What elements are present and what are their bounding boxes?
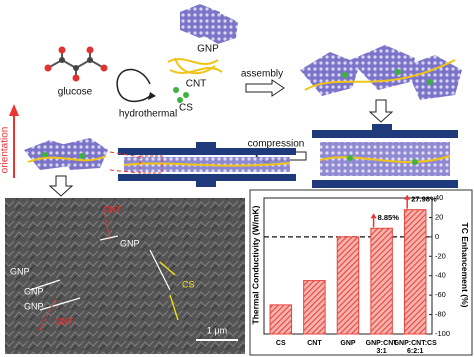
x-tick-label: GNP	[340, 340, 356, 347]
gnp-icon	[180, 4, 238, 44]
sem-label: GNP	[10, 266, 30, 276]
y2-tick-label: 0	[435, 232, 439, 241]
y2-axis-label: TC Enhancement (%)	[460, 222, 470, 307]
y2-tick-label: -60	[435, 290, 446, 299]
compression-plates-left	[118, 142, 296, 187]
sem-label: CNT	[103, 204, 122, 214]
sem-label: CNT	[55, 316, 74, 326]
arrow-head	[9, 104, 19, 116]
value-label: 27.98%	[411, 195, 437, 204]
scale-bar-label: 1 μm	[207, 325, 227, 335]
x-tick-label: 6:2:1	[407, 348, 423, 355]
sem-label: GNP	[24, 286, 44, 296]
assembly-label: assembly	[241, 69, 283, 80]
down-arrow	[368, 99, 394, 123]
y2-tick-label: -100	[435, 329, 450, 338]
y2-tick-label: -80	[435, 310, 446, 319]
hydrothermal-arrow	[116, 68, 151, 103]
bar	[269, 304, 293, 335]
bar	[370, 227, 393, 335]
value-label: 8.85%	[378, 213, 400, 222]
glucose-molecule	[44, 46, 108, 82]
oriented-structure	[24, 138, 108, 170]
compression-plates-right	[312, 124, 458, 188]
x-tick-label: 3:1	[377, 348, 387, 355]
arrow-head	[370, 213, 377, 219]
cs-icon	[173, 87, 189, 103]
cnt-icon	[167, 57, 223, 75]
glucose-label: glucose	[58, 87, 93, 98]
sem-label: GNP	[120, 238, 140, 248]
y2-tick-label: -40	[435, 271, 446, 280]
sem-image: CNT GNP GNP GNP GNP CNT CS 1 μm	[5, 198, 245, 354]
zoom-lines	[109, 151, 141, 174]
x-tick-label: CNT	[307, 340, 322, 347]
cs-label: CS	[179, 103, 193, 114]
arrow-head	[148, 92, 156, 100]
bar	[403, 209, 427, 335]
x-tick-label: CS	[276, 340, 286, 347]
compression-label: compression	[248, 139, 305, 150]
assembled-structure	[300, 45, 462, 100]
arrow-head	[404, 194, 411, 200]
bar	[336, 236, 360, 335]
sem-label: GNP	[24, 301, 44, 311]
hydrothermal-label: hydrothermal	[119, 109, 177, 120]
y2-tick-label: 40	[435, 193, 443, 202]
x-tick-label: GNP:CNT	[366, 340, 399, 347]
down-arrow	[48, 175, 74, 197]
y-axis-label: Thermal Conductivity (W/mK)	[250, 205, 260, 324]
sem-label: CS	[182, 279, 195, 289]
chart: Thermal Conductivity (W/mK) TC Enhanceme…	[250, 205, 470, 324]
y2-tick-label: 20	[435, 212, 443, 221]
assembly-arrow	[245, 79, 285, 97]
bar	[303, 280, 326, 335]
gnp-label: GNP	[197, 44, 219, 55]
cnt-label: CNT	[186, 79, 207, 90]
y2-tick-label: -20	[435, 251, 446, 260]
x-tick-label: GNP:CNT:CS	[394, 340, 437, 347]
orientation-label: orientation	[0, 127, 11, 174]
